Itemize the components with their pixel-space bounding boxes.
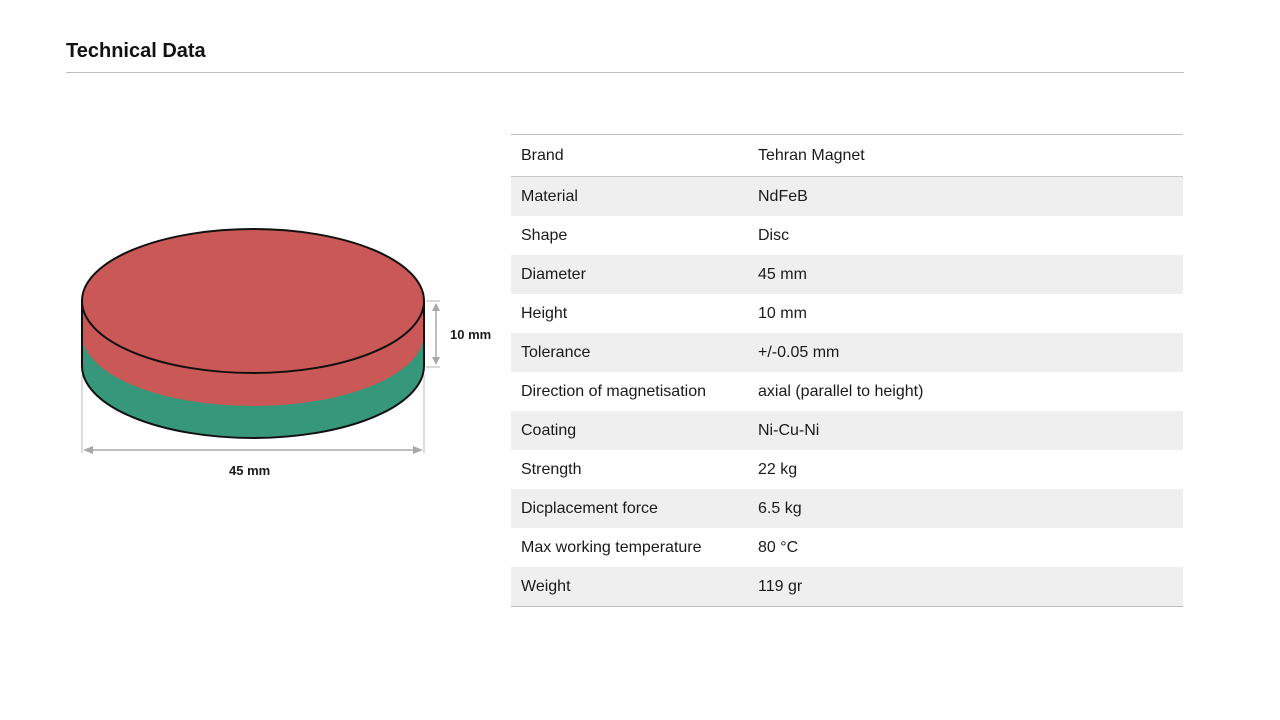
spec-value: axial (parallel to height) [758,382,924,400]
table-row: Height 10 mm [511,294,1183,333]
spec-value: Tehran Magnet [758,146,865,164]
table-row: Dicplacement force 6.5 kg [511,489,1183,528]
spec-label: Tolerance [521,343,591,361]
height-dimension-label: 10 mm [450,327,491,342]
table-row: Shape Disc [511,216,1183,255]
spec-value: 10 mm [758,304,807,322]
spec-label: Brand [521,146,564,164]
technical-data-table: Brand Tehran Magnet Material NdFeB Shape… [511,134,1183,607]
spec-value: 119 gr [758,577,803,595]
table-row: Material NdFeB [511,177,1183,216]
spec-label: Dicplacement force [521,499,658,517]
height-dimension [426,300,440,368]
spec-label: Shape [521,226,568,244]
diameter-dimension [81,375,425,454]
table-row: Tolerance +/-0.05 mm [511,333,1183,372]
table-row: Diameter 45 mm [511,255,1183,294]
title-divider [66,72,1184,73]
spec-value: Disc [758,226,790,244]
spec-value: Ni-Cu-Ni [758,421,820,439]
spec-value: 6.5 kg [758,499,802,517]
spec-label: Height [521,304,568,322]
table-row: Strength 22 kg [511,450,1183,489]
magnet-diagram: 10 mm 45 mm [60,215,520,495]
spec-label: Coating [521,421,577,439]
spec-value: 80 °C [758,538,799,556]
spec-value: 45 mm [758,265,807,283]
spec-value: 22 kg [758,460,798,478]
spec-label: Direction of magnetisation [521,382,706,400]
page-title: Technical Data [66,40,206,62]
spec-label: Weight [521,577,571,595]
diameter-dimension-label: 45 mm [229,463,270,478]
table-row: Coating Ni-Cu-Ni [511,411,1183,450]
spec-label: Strength [521,460,582,478]
table-row: Weight 119 gr [511,567,1183,606]
disc-magnet-illustration: 10 mm 45 mm [81,228,491,478]
spec-value: +/-0.05 mm [758,343,840,361]
table-row: Max working temperature 80 °C [511,528,1183,567]
spec-value: NdFeB [758,187,808,205]
table-row: Direction of magnetisation axial (parall… [511,372,1183,411]
spec-label: Diameter [521,265,586,283]
table-row: Brand Tehran Magnet [511,135,1183,177]
magnet-top-face [81,228,425,374]
spec-label: Max working temperature [521,538,702,556]
spec-label: Material [521,187,578,205]
